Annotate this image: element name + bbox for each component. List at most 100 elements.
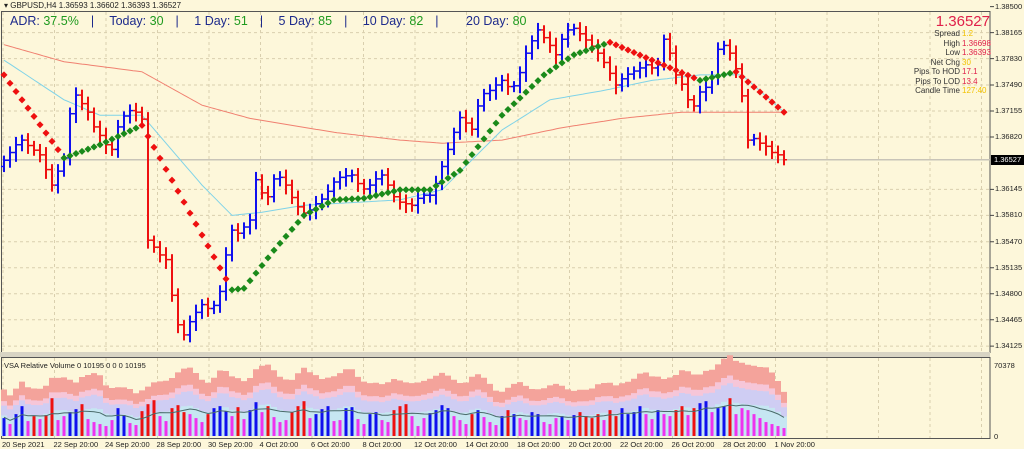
time-tick-label: 14 Oct 20:00: [465, 440, 509, 449]
signal-dot: [516, 94, 524, 102]
time-tick-label: 20 Oct 20:00: [568, 440, 612, 449]
signal-dot: [582, 47, 590, 55]
signal-dot: [438, 178, 446, 186]
volume-bar: [596, 414, 600, 436]
volume-bar: [770, 424, 774, 436]
signal-dot: [396, 186, 404, 194]
volume-bar: [74, 409, 78, 436]
signal-dot: [504, 105, 512, 114]
signal-dot: [258, 261, 266, 270]
volume-bar: [398, 406, 402, 436]
volume-bar: [260, 412, 264, 436]
volume-bar: [554, 418, 558, 436]
price-tick-label: 1.37490: [995, 80, 1023, 89]
volume-bar: [182, 412, 186, 436]
price-tick-label: 1.38500: [995, 1, 1023, 11]
signal-dot: [606, 38, 614, 46]
volume-bar: [524, 420, 528, 436]
volume-bar: [482, 417, 486, 436]
volume-bar: [152, 400, 156, 436]
signal-dot: [300, 211, 308, 219]
ohlc-label: 1.36593 1.36602 1.36393 1.36527: [58, 1, 182, 10]
volume-bar: [146, 404, 150, 436]
info-value: 1.2: [962, 29, 974, 38]
signal-dot: [552, 63, 560, 71]
volume-bar: [170, 408, 174, 436]
volume-average-line: [3, 404, 785, 421]
volume-bar: [308, 418, 312, 436]
price-tick-label: 1.36820: [995, 132, 1023, 141]
signal-dot: [576, 49, 584, 57]
info-label: Low: [945, 48, 960, 57]
volume-bar: [8, 424, 12, 436]
signal-dot: [708, 73, 716, 82]
volume-bar: [440, 405, 444, 436]
volume-bar: [344, 408, 348, 436]
volume-bar: [224, 411, 228, 436]
signal-dot: [306, 208, 314, 216]
signal-dot: [48, 137, 56, 145]
collapse-triangle-icon[interactable]: ▾: [4, 1, 9, 10]
signal-dot: [426, 186, 434, 194]
adr-value: 37.5%: [43, 14, 79, 28]
signal-dot: [372, 191, 380, 199]
signal-dot: [66, 152, 74, 160]
signal-dot: [378, 190, 386, 198]
volume-bar: [476, 410, 480, 436]
volume-bar: [422, 418, 426, 436]
signal-dot: [222, 275, 230, 283]
signal-dot: [726, 69, 734, 77]
signal-dot: [672, 66, 680, 74]
signal-dot: [138, 121, 146, 129]
signal-dot: [756, 88, 764, 96]
signal-dot: [198, 231, 206, 239]
signal-dot: [750, 83, 758, 91]
info-label: Candle Time: [915, 86, 960, 95]
volume-bar: [32, 416, 36, 436]
signal-dot: [456, 166, 464, 174]
signal-dot: [738, 73, 746, 81]
volume-bar: [158, 416, 162, 436]
signal-dot: [666, 64, 674, 72]
separator: |: [90, 14, 95, 28]
info-value: 1.36698: [962, 38, 991, 48]
day1-label: 1 Day:: [194, 14, 231, 28]
time-tick-label: 22 Sep 20:00: [53, 440, 99, 449]
time-tick-label: 22 Oct 20:00: [620, 440, 663, 449]
time-tick-label: 6 Oct 20:00: [311, 440, 350, 449]
signal-dot: [6, 79, 14, 87]
volume-bar: [416, 426, 420, 436]
volume-bar: [134, 425, 138, 436]
volume-bar: [266, 406, 270, 436]
volume-bar: [110, 420, 114, 436]
info-row: High 1.36698: [905, 38, 991, 49]
signal-dot: [204, 242, 212, 250]
signal-dot: [432, 182, 440, 190]
volume-bar: [710, 412, 714, 436]
time-tick-label: 1 Nov 20:00: [774, 440, 815, 449]
volume-bar: [368, 414, 372, 436]
volume-bar: [638, 406, 642, 436]
price-tick-label: 1.34465: [995, 314, 1023, 324]
time-tick-label: 8 Oct 20:00: [362, 440, 402, 449]
price-tick-label: 1.36145: [995, 184, 1023, 194]
signal-dot: [414, 186, 422, 194]
info-row: Net Chg 30: [905, 58, 990, 68]
day1-value: 51: [233, 14, 248, 28]
today-value: 30: [149, 14, 164, 28]
volume-bar: [650, 419, 654, 436]
volume-bar: [332, 421, 336, 436]
price-tick-label: 1.35470: [995, 236, 1023, 246]
volume-bar: [782, 428, 786, 436]
volume-bar: [776, 426, 780, 436]
signal-dot: [360, 194, 368, 202]
signal-dot: [486, 127, 494, 135]
signal-dot: [60, 154, 68, 162]
volume-bar: [380, 420, 384, 436]
volume-bar: [350, 407, 354, 436]
signal-dot: [78, 147, 86, 155]
signal-dot: [528, 82, 536, 90]
info-value: 127:40: [962, 86, 987, 95]
signal-dot: [126, 127, 134, 135]
